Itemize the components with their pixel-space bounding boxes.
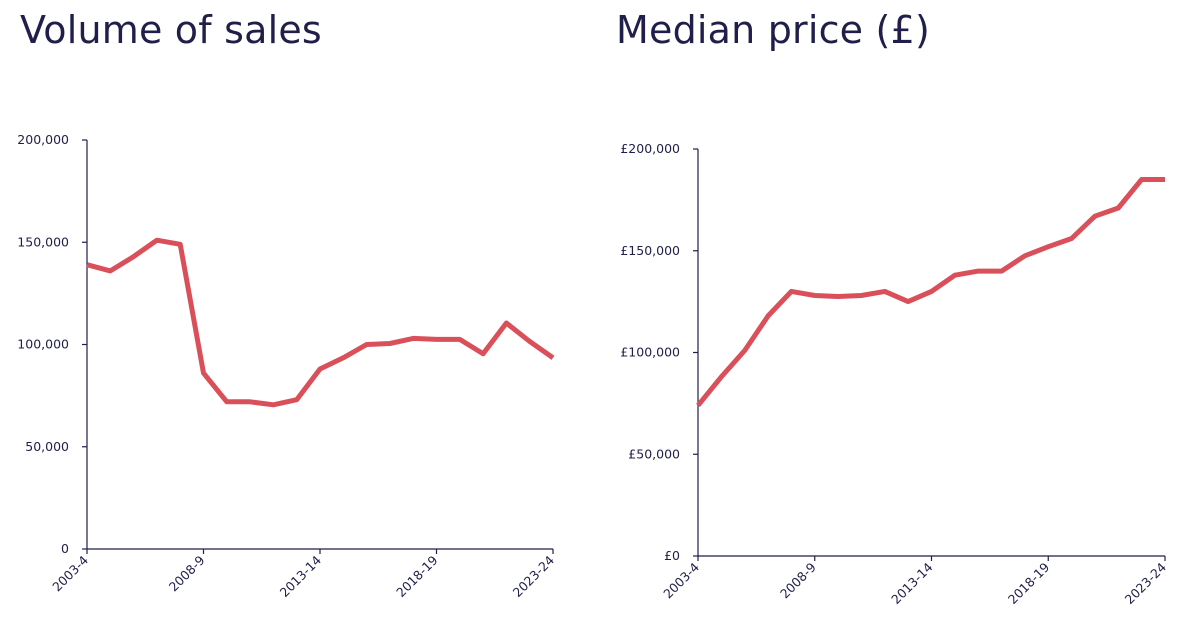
x-tick-label: 2018-19 [393, 552, 441, 600]
volume-chart-svg: 0 50,000 100,000 150,000 200,000 2003-4 2008-9… [17, 132, 558, 600]
data-point [1000, 269, 1004, 273]
data-point [108, 269, 112, 273]
x-tick-label: 2008-9 [166, 552, 208, 594]
data-point [504, 321, 508, 325]
data-point [481, 352, 485, 356]
data-point [225, 400, 229, 404]
data-point [1070, 237, 1074, 241]
x-tick-label: 2013-14 [888, 559, 936, 607]
data-point [719, 375, 723, 379]
y-tick-label: 200,000 [17, 132, 69, 147]
data-point [1140, 178, 1144, 182]
data-point [178, 242, 182, 246]
data-point [551, 356, 555, 360]
data-point [411, 336, 415, 340]
data-point [953, 273, 957, 277]
data-point [435, 337, 439, 341]
data-point [458, 337, 462, 341]
data-point [85, 263, 89, 267]
y-tick-label: £100,000 [620, 345, 680, 360]
chart-title: Median price (£) [616, 8, 930, 52]
data-point [318, 367, 322, 371]
data-point [365, 343, 369, 347]
data-point [1116, 206, 1120, 210]
data-point [202, 371, 206, 375]
y-tick-label: £0 [664, 548, 680, 563]
y-tick-label: £200,000 [620, 141, 680, 156]
x-tick-label: 2023-24 [510, 552, 558, 600]
data-point [813, 294, 817, 298]
chart-title: Volume of sales [20, 8, 322, 52]
data-point [528, 339, 532, 343]
data-point [248, 400, 252, 404]
y-tick-label: 0 [61, 541, 69, 556]
x-tick-label: 2003-4 [49, 552, 91, 594]
x-tick-label: 2013-14 [277, 552, 325, 600]
data-point [295, 398, 299, 402]
x-tick-label: 2023-24 [1122, 559, 1170, 607]
data-point [976, 269, 980, 273]
data-point [883, 289, 887, 293]
x-tick-label: 2003-4 [660, 559, 702, 601]
y-tick-label: 100,000 [17, 337, 69, 352]
data-point [1093, 214, 1097, 218]
data-point [766, 314, 770, 318]
data-point [930, 289, 934, 293]
price-chart-svg: £0 £50,000 £100,000 £150,000 £200,000 2003-4 2… [620, 141, 1170, 607]
y-tick-label: 50,000 [25, 439, 69, 454]
y-tick-label: £150,000 [620, 243, 680, 258]
data-point [743, 348, 747, 352]
data-point [836, 295, 840, 299]
x-tick-label: 2018-19 [1005, 559, 1053, 607]
data-point [155, 238, 159, 242]
data-point [859, 294, 863, 298]
data-point [341, 356, 345, 360]
data-point [1163, 178, 1167, 182]
data-point [696, 403, 700, 407]
volume-of-sales-chart: Volume of sales 0 50,000 100,000 150,000 200… [0, 0, 600, 636]
data-point [271, 403, 275, 407]
data-point [789, 289, 793, 293]
data-point [906, 300, 910, 304]
data-point [1023, 254, 1027, 258]
series-line [696, 177, 1165, 407]
data-point [1046, 245, 1050, 249]
x-tick-label: 2008-9 [777, 559, 819, 601]
data-point [388, 341, 392, 345]
median-price-chart: Median price (£) £0 £50,000 £100,000 £150,0… [600, 0, 1204, 636]
y-tick-label: 150,000 [17, 234, 69, 249]
y-tick-label: £50,000 [628, 446, 680, 461]
data-point [132, 255, 136, 259]
series-line [86, 237, 555, 408]
